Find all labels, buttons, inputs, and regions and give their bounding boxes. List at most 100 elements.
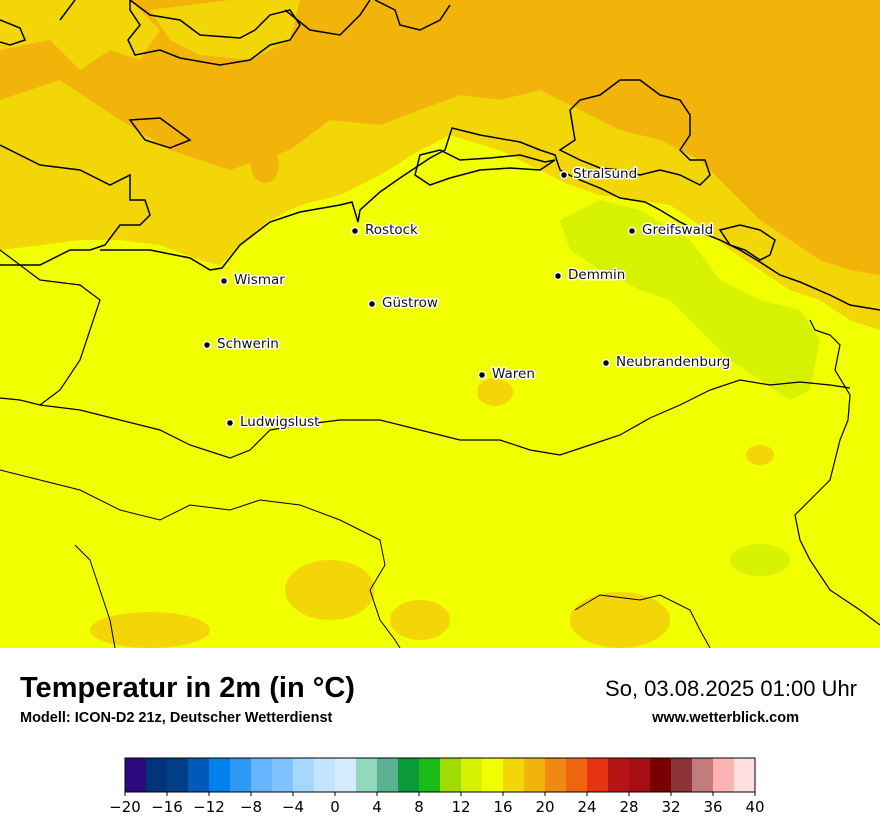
coastal-band [0, 80, 880, 330]
temperature-map-svg: Stralsund Rostock Greifswald Wismar Demm… [0, 0, 880, 648]
legend-swatch [167, 758, 189, 792]
legend-tick-label: −4 [282, 798, 304, 816]
legend-swatch [146, 758, 168, 792]
coastline-main [100, 127, 880, 311]
city-waren[interactable]: Waren [477, 365, 536, 384]
svg-text:Waren: Waren [492, 366, 535, 382]
warm-patch [90, 612, 210, 648]
warm-patch [477, 378, 513, 406]
ruegen-coast [558, 79, 711, 186]
legend-tick-label: 8 [414, 798, 424, 816]
legend-tick-label: −16 [151, 798, 183, 816]
legend-swatch [230, 758, 252, 792]
legend-swatch [440, 758, 462, 792]
legend-swatch [671, 758, 693, 792]
legend-swatch [356, 758, 378, 792]
island-patch [150, 0, 300, 60]
legend-tick-label: 24 [577, 798, 596, 816]
warm-patch [570, 592, 670, 648]
svg-text:Greifswald: Greifswald [642, 222, 713, 238]
legend-swatch [272, 758, 294, 792]
legend-swatch [335, 758, 357, 792]
lolland-coast [284, 0, 451, 36]
map-title: Temperatur in 2m (in °C) [20, 672, 355, 704]
legend-tick-label: 16 [493, 798, 512, 816]
source-link[interactable]: www.wetterblick.com [652, 710, 799, 726]
warm-patch [746, 445, 774, 465]
legend-tick-label: 32 [661, 798, 680, 816]
legend-swatch [608, 758, 630, 792]
legend-swatch [314, 758, 336, 792]
legend-tick-label: 20 [535, 798, 554, 816]
danish-islands-coast [59, 0, 301, 66]
district-border [74, 544, 116, 648]
district-border-east [574, 594, 711, 648]
city-greifswald[interactable]: Greifswald [627, 221, 715, 240]
fehmarn-coast [0, 19, 27, 46]
legend-swatch [188, 758, 210, 792]
legend-tick-label: 12 [451, 798, 470, 816]
legend-swatch [713, 758, 735, 792]
legend-tick-label: 4 [372, 798, 382, 816]
legend-tick-label: 40 [745, 798, 764, 816]
legend-swatch [461, 758, 483, 792]
svg-text:Demmin: Demmin [568, 267, 625, 283]
forecast-datetime: So, 03.08.2025 01:00 Uhr [605, 676, 857, 701]
eastern-border [794, 319, 880, 626]
city-markers: Stralsund Rostock Greifswald Wismar Demm… [202, 165, 732, 432]
cool-patch [730, 544, 790, 576]
legend-swatch [692, 758, 714, 792]
cooler-patch-east [560, 200, 820, 400]
state-border [0, 249, 101, 406]
city-neubrandenburg[interactable]: Neubrandenburg [601, 353, 732, 372]
legend-swatch [587, 758, 609, 792]
legend-swatch [482, 758, 504, 792]
svg-text:Schwerin: Schwerin [217, 336, 279, 352]
legend-svg: −20 −16 −12 −8 −4 0 4 8 12 16 20 24 28 32 36 40 [109, 757, 765, 816]
legend-swatch [377, 758, 399, 792]
map-footer: Temperatur in 2m (in °C) Modell: ICON-D2… [0, 648, 880, 830]
usedom-coast [718, 224, 776, 261]
legend-swatch [251, 758, 273, 792]
legend-swatch [566, 758, 588, 792]
legend-swatch [650, 758, 672, 792]
city-schwerin[interactable]: Schwerin [202, 335, 280, 354]
legend-border [124, 757, 756, 793]
city-demmin[interactable]: Demmin [553, 266, 627, 285]
warm-patch [251, 147, 279, 183]
weather-map: Stralsund Rostock Greifswald Wismar Demm… [0, 0, 880, 648]
coastline [0, 144, 151, 266]
svg-text:Ludwigslust: Ludwigslust [240, 414, 319, 430]
legend-swatch [629, 758, 651, 792]
city-ludwigslust[interactable]: Ludwigslust [225, 413, 321, 432]
legend-tick-label: −8 [240, 798, 262, 816]
legend-tick-label: −12 [193, 798, 225, 816]
poel-coast [128, 117, 192, 149]
legend-swatch [419, 758, 441, 792]
legend-tick-label: −20 [109, 798, 141, 816]
svg-text:Güstrow: Güstrow [382, 295, 438, 311]
legend-swatch [209, 758, 231, 792]
legend-swatch [734, 758, 756, 792]
svg-text:Stralsund: Stralsund [573, 166, 637, 182]
legend-tick-label: 36 [703, 798, 722, 816]
brandenburg-border [0, 469, 401, 648]
legend-swatch [125, 758, 147, 792]
city-guestrow[interactable]: Güstrow [367, 294, 439, 313]
color-legend: −20 −16 −12 −8 −4 0 4 8 12 16 20 24 28 32 36 40 [100, 752, 780, 824]
warm-patch [390, 600, 450, 640]
state-border-south [39, 379, 851, 459]
city-wismar[interactable]: Wismar [219, 271, 287, 290]
svg-text:Rostock: Rostock [365, 222, 418, 238]
city-stralsund[interactable]: Stralsund [559, 165, 639, 184]
model-info: Modell: ICON-D2 21z, Deutscher Wetterdie… [20, 710, 333, 726]
legend-swatch [293, 758, 315, 792]
svg-text:Wismar: Wismar [234, 272, 285, 288]
legend-tick-label: 28 [619, 798, 638, 816]
city-rostock[interactable]: Rostock [350, 221, 420, 240]
legend-swatch [398, 758, 420, 792]
legend-swatch [524, 758, 546, 792]
warm-patch [285, 560, 375, 620]
svg-text:Neubrandenburg: Neubrandenburg [616, 354, 730, 370]
northwest-land [0, 0, 160, 70]
